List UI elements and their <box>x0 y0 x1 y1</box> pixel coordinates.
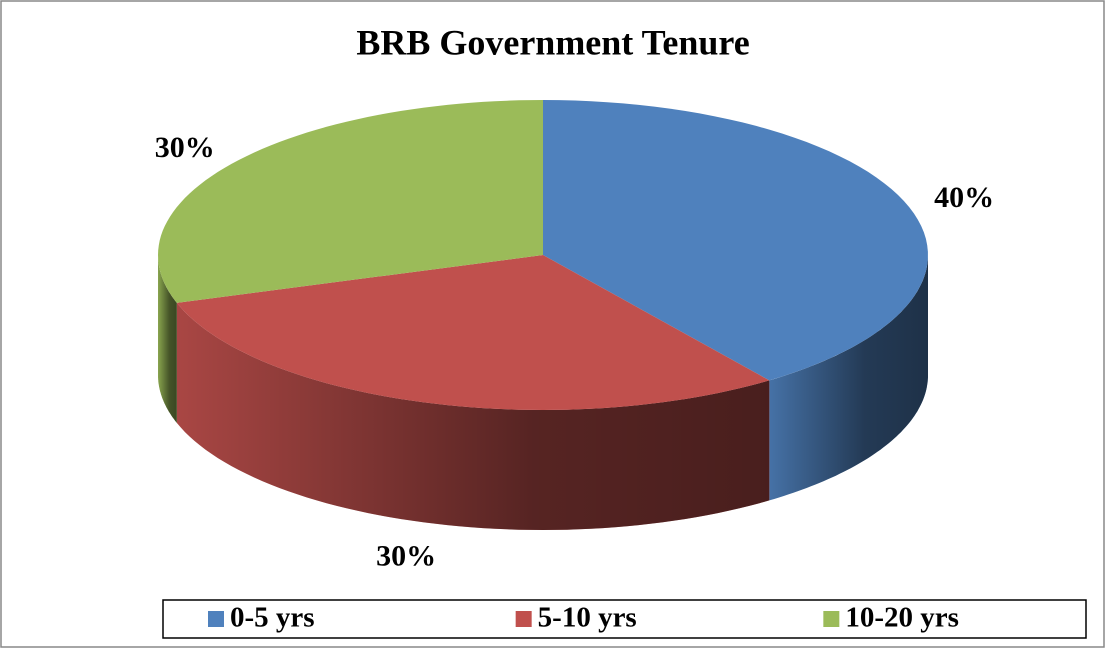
slice <box>543 100 928 381</box>
chart-title: BRB Government Tenure <box>356 22 749 62</box>
legend-label: 5-10 yrs <box>538 602 637 634</box>
side-shade <box>158 255 177 423</box>
legend-box <box>162 599 1087 639</box>
slice <box>176 255 770 410</box>
data-label: 30% <box>155 131 215 164</box>
side-shade <box>176 302 770 530</box>
legend-swatch <box>823 611 840 627</box>
side-shade <box>769 255 928 501</box>
legend-swatch <box>515 611 532 627</box>
legend-swatch <box>208 611 224 627</box>
data-label: 40% <box>934 181 994 214</box>
slice <box>158 100 543 303</box>
data-label: 30% <box>376 540 436 573</box>
legend-label: 10-20 yrs <box>845 602 959 634</box>
legend-label: 0-5 yrs <box>230 602 315 634</box>
